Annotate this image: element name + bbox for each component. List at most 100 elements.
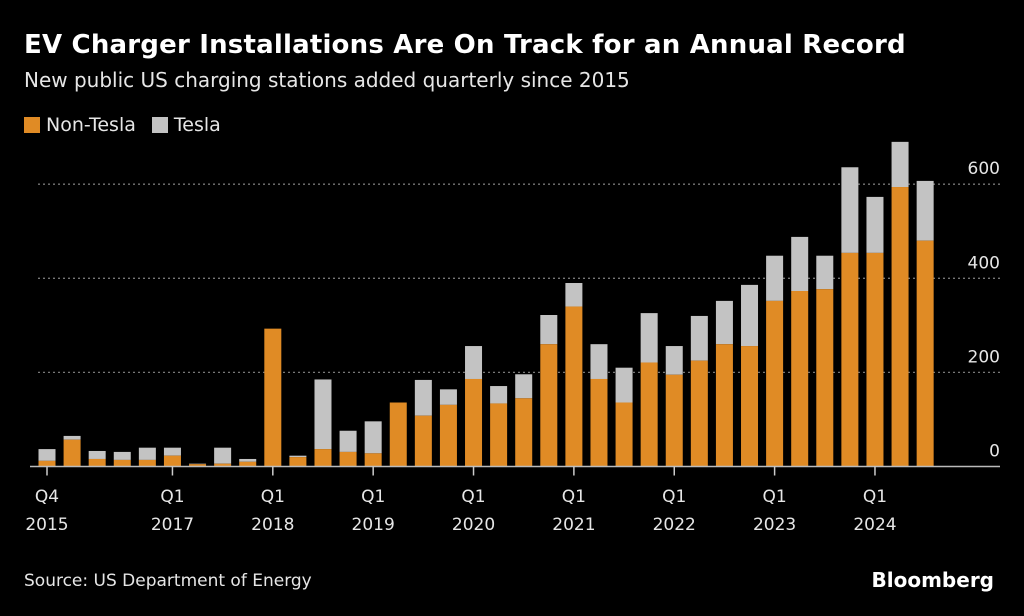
bar-tesla xyxy=(88,450,106,459)
legend-item-tesla: Tesla xyxy=(151,114,221,136)
x-tick-year: 2020 xyxy=(452,515,495,535)
bar-non-tesla xyxy=(138,459,156,467)
bar-non-tesla xyxy=(189,464,207,467)
legend-swatch-non-tesla xyxy=(24,117,40,133)
legend-label: Tesla xyxy=(173,114,221,136)
bar-tesla xyxy=(540,314,558,345)
bar-tesla xyxy=(163,447,181,456)
x-tick-quarter: Q1 xyxy=(863,487,887,507)
bar-non-tesla xyxy=(715,344,733,467)
bar-non-tesla xyxy=(314,449,332,467)
bar-tesla xyxy=(490,386,508,404)
bar-tesla xyxy=(239,458,257,462)
bar-tesla xyxy=(339,430,357,452)
bar-non-tesla xyxy=(841,252,859,467)
bar-tesla xyxy=(214,447,232,464)
x-tick-year: 2022 xyxy=(653,515,696,535)
bar-non-tesla xyxy=(414,415,432,467)
chart-title: EV Charger Installations Are On Track fo… xyxy=(24,30,906,60)
bar-non-tesla xyxy=(339,451,357,467)
bar-non-tesla xyxy=(38,460,56,467)
bar-non-tesla xyxy=(214,463,232,467)
bar-tesla xyxy=(690,315,708,361)
bloomberg-logo: Bloomberg xyxy=(871,568,994,592)
x-tick-quarter: Q1 xyxy=(562,487,586,507)
bar-non-tesla xyxy=(364,453,382,467)
bar-tesla xyxy=(38,449,56,461)
bar-tesla xyxy=(63,435,81,440)
bar-tesla xyxy=(640,313,658,363)
y-tick-label: 200 xyxy=(968,347,1000,367)
bar-non-tesla xyxy=(791,291,809,467)
x-tick-quarter: Q1 xyxy=(662,487,686,507)
bar-tesla xyxy=(113,451,131,460)
legend-label: Non-Tesla xyxy=(46,114,136,136)
legend-item-non-tesla: Non-Tesla xyxy=(24,114,136,136)
bar-non-tesla xyxy=(615,402,633,467)
bar-tesla xyxy=(741,284,759,347)
bar-non-tesla xyxy=(640,362,658,467)
x-tick-quarter: Q1 xyxy=(361,487,385,507)
bar-non-tesla xyxy=(88,458,106,467)
bar-tesla xyxy=(364,421,382,454)
x-tick-quarter: Q1 xyxy=(763,487,787,507)
bar-tesla xyxy=(615,367,633,403)
bar-non-tesla xyxy=(63,439,81,467)
bar-non-tesla xyxy=(389,402,407,467)
bar-non-tesla xyxy=(113,459,131,467)
bar-non-tesla xyxy=(665,374,683,467)
bar-tesla xyxy=(289,455,307,458)
bar-tesla xyxy=(414,379,432,416)
bar-non-tesla xyxy=(239,461,257,467)
bar-tesla xyxy=(866,196,884,253)
bar-non-tesla xyxy=(540,344,558,467)
bar-tesla xyxy=(791,236,809,292)
bar-tesla xyxy=(590,344,608,379)
x-tick-quarter: Q1 xyxy=(160,487,184,507)
bar-non-tesla xyxy=(490,403,508,467)
y-tick-label: 0 xyxy=(989,442,1000,462)
bar-non-tesla xyxy=(439,404,457,467)
bar-tesla xyxy=(565,283,583,307)
bar-tesla xyxy=(439,389,457,405)
bar-tesla xyxy=(465,346,483,379)
bar-tesla xyxy=(891,141,909,188)
x-tick-year: 2019 xyxy=(352,515,395,535)
bar-non-tesla xyxy=(590,378,608,467)
bar-tesla xyxy=(715,300,733,345)
bar-non-tesla xyxy=(565,306,583,467)
bar-tesla xyxy=(816,255,834,290)
chart-subtitle: New public US charging stations added qu… xyxy=(24,68,630,92)
bar-non-tesla xyxy=(741,346,759,467)
x-tick-year: 2015 xyxy=(25,515,68,535)
bar-tesla xyxy=(138,447,156,460)
x-tick-year: 2024 xyxy=(853,515,896,535)
bar-non-tesla xyxy=(690,360,708,467)
bar-non-tesla xyxy=(289,457,307,467)
bar-non-tesla xyxy=(916,240,934,467)
bar-non-tesla xyxy=(766,300,784,467)
bar-non-tesla xyxy=(515,398,533,467)
x-tick-year: 2023 xyxy=(753,515,796,535)
legend: Non-Tesla Tesla xyxy=(24,114,221,136)
bar-tesla xyxy=(916,180,934,241)
bar-tesla xyxy=(515,374,533,399)
x-tick-quarter: Q4 xyxy=(35,487,59,507)
x-tick-year: 2018 xyxy=(251,515,294,535)
bar-tesla xyxy=(841,167,859,253)
x-tick-year: 2017 xyxy=(151,515,194,535)
bar-non-tesla xyxy=(866,252,884,467)
y-tick-label: 400 xyxy=(968,253,1000,273)
x-tick-year: 2021 xyxy=(552,515,595,535)
x-tick-quarter: Q1 xyxy=(461,487,485,507)
x-tick-quarter: Q1 xyxy=(261,487,285,507)
bar-tesla xyxy=(665,346,683,375)
legend-swatch-tesla xyxy=(151,117,168,133)
bar-tesla xyxy=(314,379,332,450)
bar-non-tesla xyxy=(891,187,909,467)
bar-non-tesla xyxy=(465,378,483,467)
bar-non-tesla xyxy=(816,289,834,467)
source-note: Source: US Department of Energy xyxy=(24,571,312,591)
bar-non-tesla xyxy=(163,455,181,467)
